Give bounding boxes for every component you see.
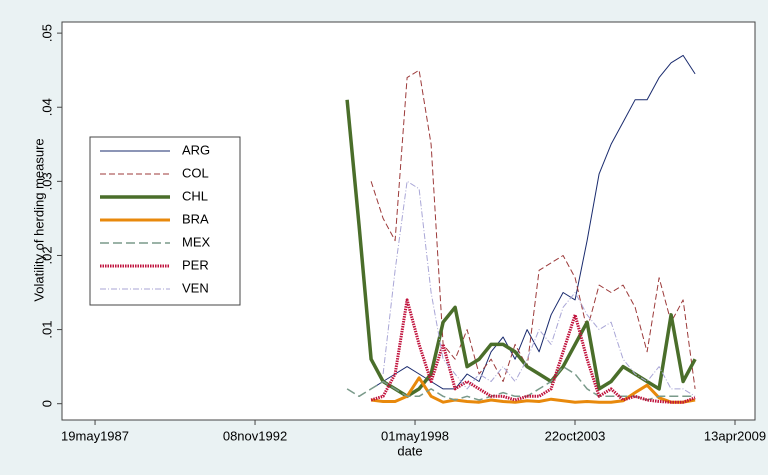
y-tick-label: .03 (39, 172, 54, 190)
y-tick-label: .05 (39, 24, 54, 42)
legend-label: ARG (182, 142, 210, 157)
y-tick-label: 0 (39, 400, 54, 407)
legend-label: MEX (182, 234, 211, 249)
x-tick-label: 13apr2009 (704, 428, 766, 443)
series-line (370, 69, 696, 389)
legend-label: VEN (182, 280, 209, 295)
series-line (370, 54, 696, 390)
legend-label: COL (182, 165, 209, 180)
y-axis-label: Volatility of herding measure (31, 138, 46, 301)
y-tick-label: .02 (39, 246, 54, 264)
x-tick-label: 01may1998 (381, 428, 449, 443)
x-axis-label: date (397, 443, 422, 458)
y-tick-label: .04 (39, 98, 54, 116)
x-tick-label: 22oct2003 (545, 428, 606, 443)
series-line (382, 180, 696, 397)
legend-label: CHL (182, 188, 208, 203)
x-tick-label: 19may1987 (61, 428, 129, 443)
y-tick-label: .01 (39, 321, 54, 339)
x-tick-label: 08nov1992 (223, 428, 287, 443)
series-line (370, 298, 696, 404)
series-line (346, 365, 696, 401)
legend-label: BRA (182, 211, 209, 226)
legend-label: PER (182, 257, 209, 272)
series-line (370, 376, 696, 404)
